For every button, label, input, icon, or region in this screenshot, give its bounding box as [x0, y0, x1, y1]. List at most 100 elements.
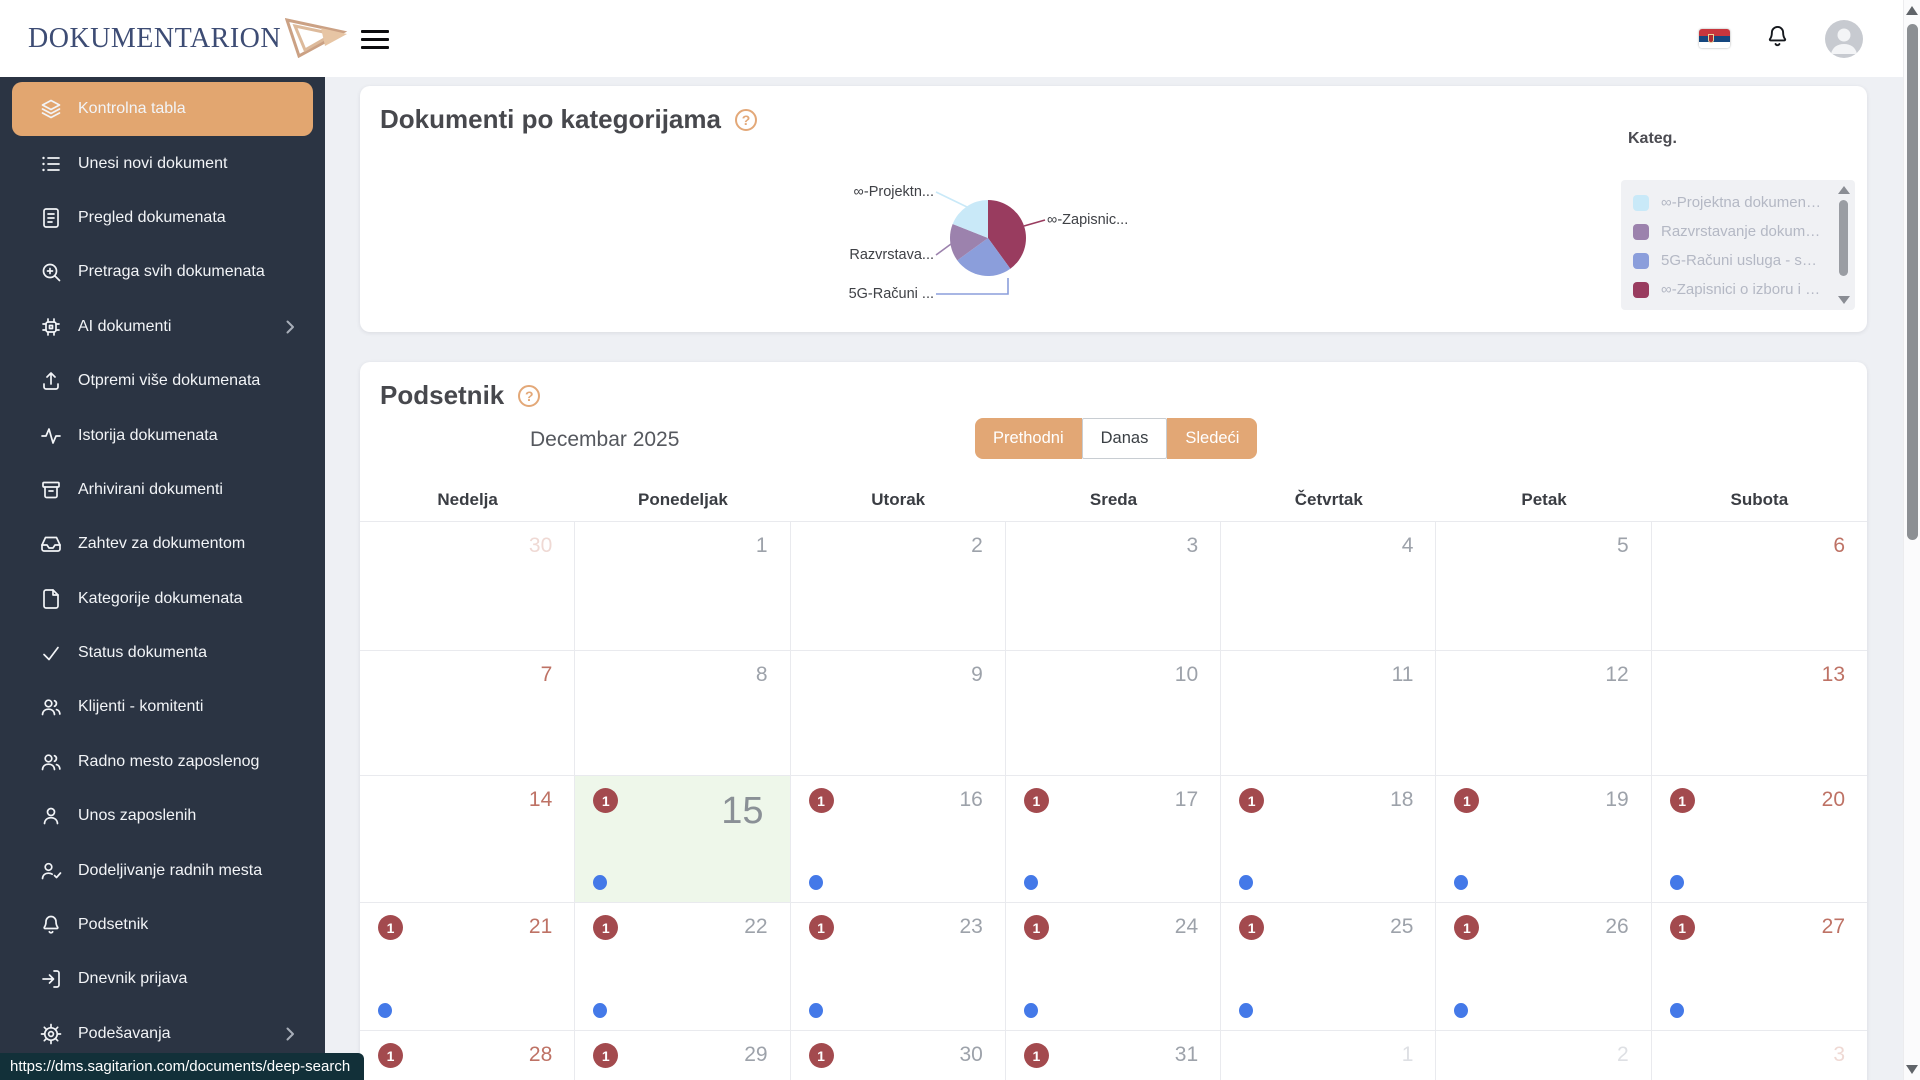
- sidebar-item-unos-zaposlenih[interactable]: Unos zaposlenih: [12, 789, 313, 843]
- calendar-day-cell[interactable]: 1 25: [1221, 902, 1437, 1030]
- calendar-day-cell-selected[interactable]: 1 15: [575, 775, 791, 902]
- event-dot[interactable]: [593, 875, 608, 890]
- sidebar-item-klijenti-komitenti[interactable]: Klijenti - komitenti: [12, 680, 313, 734]
- calendar-day-cell[interactable]: 4: [1221, 521, 1437, 650]
- scrollbar-thumb[interactable]: [1907, 24, 1918, 540]
- legend-scroll-up-icon[interactable]: [1838, 186, 1850, 194]
- sidebar-item-ai-dokumenti[interactable]: AI dokumenti: [12, 300, 313, 354]
- pie-slice[interactable]: [950, 224, 988, 261]
- calendar-day-cell[interactable]: 1 31: [1005, 1030, 1222, 1080]
- calendar-day-cell[interactable]: 5: [1436, 521, 1652, 650]
- sidebar-item-radno-mesto-zaposlenog[interactable]: Radno mesto zaposlenog: [12, 735, 313, 789]
- sidebar-item-kontrolna-tabla[interactable]: Kontrolna tabla: [12, 82, 313, 137]
- categories-help-icon[interactable]: ?: [734, 108, 757, 131]
- event-dot[interactable]: [1239, 875, 1254, 890]
- event-dot[interactable]: [378, 1003, 392, 1018]
- legend-item[interactable]: ∞-Projektna dokumenta...: [1633, 188, 1829, 217]
- sidebar-item-pretraga-svih-dokumenata[interactable]: Pretraga svih dokumenata: [12, 245, 313, 299]
- sidebar-item-dnevnik-prijava[interactable]: Dnevnik prijava: [12, 952, 313, 1006]
- event-dot[interactable]: [1023, 875, 1038, 890]
- sidebar-item-zahtev-za-dokumentom[interactable]: Zahtev za dokumentom: [12, 517, 313, 571]
- calendar-day-cell[interactable]: 10: [1005, 650, 1222, 775]
- calendar-day-cell[interactable]: 3: [1005, 521, 1222, 650]
- calendar-day-cell[interactable]: 1 29: [575, 1030, 791, 1080]
- legend-scrollbar[interactable]: [1837, 186, 1851, 304]
- calendar-day-cell[interactable]: 12: [1436, 650, 1652, 775]
- event-count-badge[interactable]: 1: [808, 788, 834, 813]
- legend-scroll-down-icon[interactable]: [1838, 296, 1850, 304]
- legend-item[interactable]: Razvrstavanje dokumen...: [1633, 217, 1829, 246]
- event-count-badge[interactable]: 1: [1239, 788, 1265, 813]
- sidebar-item-pregled-dokumenata[interactable]: Pregled dokumenata: [12, 191, 313, 245]
- pie-slice[interactable]: [988, 200, 1027, 269]
- calendar-day-cell[interactable]: 1 18: [1221, 775, 1437, 902]
- notifications-bell-icon[interactable]: [1764, 22, 1791, 56]
- event-dot[interactable]: [1669, 875, 1684, 890]
- event-dot[interactable]: [1454, 1003, 1469, 1018]
- event-count-badge[interactable]: 1: [593, 915, 619, 940]
- calendar-day-cell[interactable]: 1 26: [1436, 902, 1652, 1030]
- today-button[interactable]: Danas: [1081, 418, 1168, 459]
- sidebar-item-status-dokumenta[interactable]: Status dokumenta: [12, 626, 313, 680]
- category-pie-chart[interactable]: [918, 168, 1058, 308]
- sidebar-item-istorija-dokumenata[interactable]: Istorija dokumenata: [12, 408, 313, 462]
- event-dot[interactable]: [1669, 1003, 1684, 1018]
- legend-item[interactable]: ∞-Zapisnici o izboru i k...: [1633, 275, 1829, 304]
- event-count-badge[interactable]: 1: [378, 915, 403, 940]
- calendar-day-cell[interactable]: 3: [1651, 1030, 1867, 1080]
- event-count-badge[interactable]: 1: [1669, 788, 1695, 813]
- previous-month-button[interactable]: Prethodni: [975, 418, 1082, 459]
- calendar-day-cell[interactable]: 8: [575, 650, 791, 775]
- event-count-badge[interactable]: 1: [1023, 788, 1049, 813]
- calendar-day-cell[interactable]: 14: [360, 775, 576, 902]
- event-count-badge[interactable]: 1: [593, 788, 619, 813]
- sidebar-item-arhivirani-dokumenti[interactable]: Arhivirani dokumenti: [12, 463, 313, 517]
- calendar-day-cell[interactable]: 1 27: [1651, 902, 1867, 1030]
- calendar-day-cell[interactable]: 9: [790, 650, 1006, 775]
- calendar-day-cell[interactable]: 1: [575, 521, 791, 650]
- event-count-badge[interactable]: 1: [593, 1043, 619, 1068]
- event-dot[interactable]: [808, 875, 823, 890]
- event-dot[interactable]: [1239, 1003, 1254, 1018]
- reminder-help-icon[interactable]: ?: [518, 384, 541, 407]
- calendar-day-cell[interactable]: 2: [790, 521, 1006, 650]
- event-dot[interactable]: [1023, 1003, 1038, 1018]
- event-count-badge[interactable]: 1: [808, 915, 834, 940]
- event-dot[interactable]: [1454, 875, 1469, 890]
- sidebar-item-kategorije-dokumenata[interactable]: Kategorije dokumenata: [12, 572, 313, 626]
- event-count-badge[interactable]: 1: [1669, 915, 1695, 940]
- calendar-day-cell[interactable]: 13: [1651, 650, 1867, 775]
- calendar-day-cell[interactable]: 1 19: [1436, 775, 1652, 902]
- calendar-day-cell[interactable]: 11: [1221, 650, 1437, 775]
- calendar-day-cell[interactable]: 30: [360, 521, 576, 650]
- calendar-day-cell[interactable]: 1 28: [360, 1030, 576, 1080]
- calendar-day-cell[interactable]: 1 17: [1005, 775, 1222, 902]
- event-count-badge[interactable]: 1: [1023, 1043, 1049, 1068]
- next-month-button[interactable]: Sledeći: [1167, 418, 1258, 459]
- sidebar-item-dodeljivanje-radnih-mesta[interactable]: Dodeljivanje radnih mesta: [12, 843, 313, 897]
- legend-scroll-thumb[interactable]: [1839, 200, 1848, 276]
- calendar-day-cell[interactable]: 7: [360, 650, 576, 775]
- sidebar-item-unesi-novi-dokument[interactable]: Unesi novi dokument: [12, 136, 313, 190]
- calendar-day-cell[interactable]: 2: [1436, 1030, 1652, 1080]
- event-count-badge[interactable]: 1: [1454, 788, 1480, 813]
- scrollbar-up-icon[interactable]: [1906, 6, 1918, 15]
- legend-item[interactable]: 5G-Računi usluga - servi...: [1633, 246, 1829, 275]
- calendar-day-cell[interactable]: 1 23: [790, 902, 1006, 1030]
- menu-toggle-button[interactable]: [361, 26, 389, 52]
- calendar-day-cell[interactable]: 1: [1221, 1030, 1437, 1080]
- user-avatar[interactable]: [1825, 19, 1863, 58]
- event-count-badge[interactable]: 1: [1239, 915, 1265, 940]
- sidebar-item-otpremi-vi-e-dokumenata[interactable]: Otpremi više dokumenata: [12, 354, 313, 408]
- calendar-day-cell[interactable]: 1 20: [1651, 775, 1867, 902]
- pie-slice[interactable]: [957, 238, 1011, 277]
- event-count-badge[interactable]: 1: [1023, 915, 1049, 940]
- event-count-badge[interactable]: 1: [808, 1043, 834, 1068]
- sidebar-item-pode-avanja[interactable]: Podešavanja: [12, 1007, 313, 1061]
- sidebar-item-podsetnik[interactable]: Podsetnik: [12, 898, 313, 952]
- event-count-badge[interactable]: 1: [378, 1043, 403, 1068]
- calendar-day-cell[interactable]: 1 21: [360, 902, 576, 1030]
- pie-slice[interactable]: [952, 200, 988, 238]
- calendar-day-cell[interactable]: 1 24: [1005, 902, 1222, 1030]
- calendar-day-cell[interactable]: 1 22: [575, 902, 791, 1030]
